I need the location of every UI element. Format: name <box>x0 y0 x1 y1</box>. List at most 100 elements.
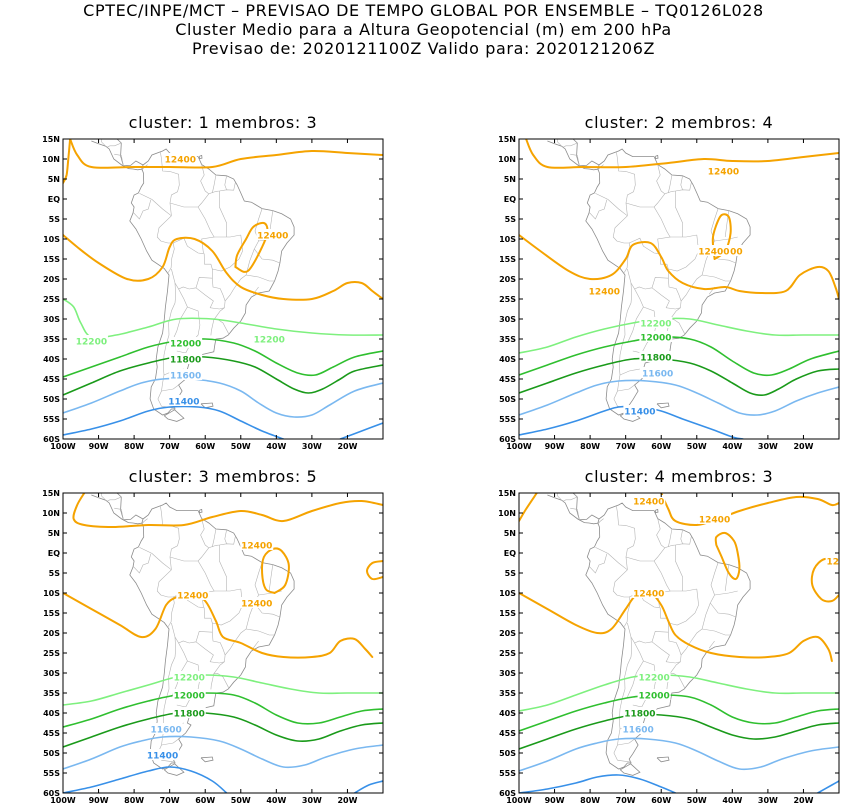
country-border <box>157 282 177 409</box>
contour-label-bg <box>698 513 732 524</box>
contour-label: 12400 <box>698 248 729 258</box>
map-frame <box>62 138 384 440</box>
contour-line <box>519 674 839 712</box>
lat-tick-label: 5S <box>49 569 61 578</box>
country-border <box>670 234 697 238</box>
lon-tick-label: 30W <box>758 442 778 451</box>
lon-tick-label: 100W <box>506 796 532 803</box>
lon-tick-label: 80W <box>124 442 144 451</box>
country-border <box>214 588 241 592</box>
contour-line <box>519 694 839 732</box>
lat-tick-label: EQ <box>504 549 516 558</box>
lat-tick-label: 35S <box>499 689 516 698</box>
country-border <box>616 152 636 216</box>
contour-label-bg <box>172 689 206 700</box>
contour-label-bg <box>169 353 203 364</box>
contour-line <box>519 234 839 300</box>
contour-line <box>261 547 290 594</box>
country-border <box>171 288 188 344</box>
country-border <box>656 518 692 549</box>
country-border <box>680 529 683 544</box>
country-border <box>254 562 263 604</box>
lat-tick-label: 50S <box>43 395 60 404</box>
contour-line <box>519 379 839 416</box>
header-line-1: CPTEC/INPE/MCT – PREVISAO DE TEMPO GLOBA… <box>83 1 764 20</box>
country-border <box>212 588 243 626</box>
country-border <box>653 206 671 254</box>
contour-label-bg <box>706 165 740 176</box>
map-canvas: 1240012400124001240012200120001180011600… <box>498 135 840 451</box>
lat-tick-label: 5S <box>505 569 517 578</box>
country-border <box>613 636 633 763</box>
country-border <box>160 152 180 216</box>
country-border <box>557 139 562 147</box>
header-line-3: Previsao de: 2020121100Z Valido para: 20… <box>191 39 656 58</box>
coastline-central-america <box>572 139 600 167</box>
country-border <box>246 628 275 636</box>
lat-tick-label: 60S <box>499 789 516 798</box>
lon-tick-label: 70W <box>616 442 636 451</box>
contour-label: 12400 <box>241 542 272 552</box>
contour-line <box>366 560 383 581</box>
country-border <box>214 234 241 238</box>
contour-label-bg <box>825 555 839 566</box>
lon-tick-label: 30W <box>302 796 322 803</box>
coastline-trinidad <box>199 508 203 514</box>
contour-line <box>63 355 383 396</box>
lon-tick-label: 30W <box>758 796 778 803</box>
country-border <box>595 547 628 571</box>
country-border <box>668 234 699 272</box>
country-border <box>680 175 683 190</box>
country-border <box>224 529 227 544</box>
panel-title: cluster: 4 membros: 3 <box>584 467 774 486</box>
lon-tick-label: 100W <box>50 796 76 803</box>
coastline-central-america <box>572 493 600 521</box>
lat-tick-label: 10N <box>498 155 516 164</box>
lat-tick-label: 10S <box>43 235 60 244</box>
country-border <box>219 545 227 591</box>
map-canvas: 12400 12400 12200 12200 12000 11800 11600 11400… <box>42 135 384 451</box>
country-border <box>589 199 608 220</box>
country-border <box>627 642 644 698</box>
map-frame <box>518 138 840 440</box>
lat-tick-label: 55S <box>499 415 516 424</box>
contour-line <box>63 692 383 728</box>
lon-tick-label: 80W <box>580 796 600 803</box>
lon-tick-label: 50W <box>687 442 707 451</box>
contour-line <box>519 357 839 397</box>
contour-label-bg <box>637 689 671 700</box>
country-border <box>212 174 217 194</box>
coastline-trinidad <box>655 154 659 160</box>
lon-tick-label: 100W <box>506 442 532 451</box>
lat-tick-label: EQ <box>48 549 60 558</box>
contour-label: 12000 <box>174 692 205 702</box>
lat-tick-label: 40S <box>499 355 516 364</box>
lat-tick-label: 45S <box>499 729 516 738</box>
country-border <box>171 237 213 290</box>
contour-line <box>816 780 839 793</box>
country-border <box>156 215 175 273</box>
contour-line <box>69 139 383 169</box>
lon-tick-label: 50W <box>687 796 707 803</box>
country-border <box>612 215 631 273</box>
lat-tick-label: 55S <box>499 769 516 778</box>
coastline-central-america-pacific <box>91 140 144 171</box>
lat-tick-label: 25S <box>499 295 516 304</box>
coastline-central-america <box>116 493 144 521</box>
contour-line <box>63 139 72 184</box>
country-border <box>651 278 682 310</box>
country-border <box>632 306 657 354</box>
lat-tick-label: 20S <box>499 629 516 638</box>
country-border <box>171 642 188 698</box>
contour-label-bg <box>252 333 286 344</box>
contour-line <box>234 221 269 273</box>
lat-tick-label: 5N <box>48 175 60 184</box>
contour-label-bg <box>172 707 206 718</box>
contour-label: 11600 <box>642 370 673 380</box>
contour-label-bg <box>697 245 731 256</box>
country-border <box>668 588 699 626</box>
contour-label: 11800 <box>170 356 201 366</box>
lon-tick-label: 90W <box>89 796 109 803</box>
contour-line <box>353 780 383 793</box>
country-border <box>589 553 608 574</box>
